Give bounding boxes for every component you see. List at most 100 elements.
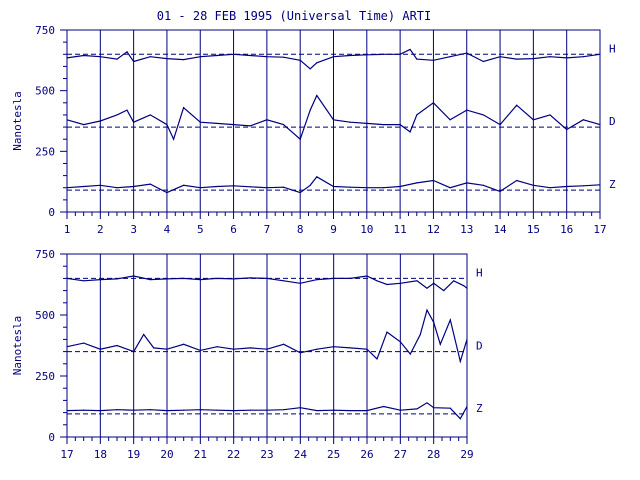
series-h-point — [463, 285, 465, 287]
series-h-point — [149, 279, 151, 281]
series-d-point — [466, 338, 468, 340]
series-d-point — [426, 309, 428, 311]
series-z-point — [416, 182, 418, 184]
series-z-point — [532, 184, 534, 186]
series-d-point — [333, 346, 335, 348]
series-d-point — [349, 347, 351, 349]
series-d-point — [332, 119, 335, 121]
series-h-point — [126, 51, 128, 53]
panel-2: 17 18 19 20 21 22 23 24 25 26 27 28 29 0 250 500 750 Nano… — [11, 248, 483, 461]
series-z-point — [316, 410, 318, 412]
series-d-point — [386, 331, 388, 333]
series-h-point — [116, 278, 118, 280]
series-d-point — [216, 346, 218, 348]
series-h-point — [249, 277, 251, 279]
series-z-point — [549, 187, 551, 189]
series-z-point — [233, 410, 235, 412]
series-d-point — [366, 348, 368, 350]
series-d-point — [299, 138, 301, 140]
series-d-point — [249, 125, 251, 127]
series-z-point — [466, 182, 468, 184]
series-h-point — [216, 277, 218, 279]
series-d-point — [182, 107, 185, 109]
series-z-point — [149, 183, 151, 185]
x-tick-label: 20 — [160, 448, 173, 461]
series-h-point — [382, 53, 385, 55]
y-tick-label: 0 — [48, 206, 55, 219]
series-h-point — [416, 280, 418, 282]
series-d-point — [166, 124, 168, 126]
series-z-point — [433, 407, 435, 409]
series-d-point — [349, 121, 351, 123]
series-h-point — [83, 54, 85, 57]
x-tick-label: 22 — [227, 448, 240, 461]
x-tick-label: 17 — [60, 448, 73, 461]
series-z-point — [449, 187, 451, 189]
series-h-line — [66, 48, 601, 70]
series-z-point — [183, 409, 185, 411]
series-d-point — [116, 344, 118, 347]
series-h-point — [133, 60, 135, 63]
x-tick-label: 23 — [260, 448, 273, 461]
series-z-point — [566, 185, 568, 188]
series-d-point — [166, 348, 168, 350]
x-tick-label: 18 — [94, 448, 107, 461]
series-z-point — [309, 184, 311, 186]
series-z-point — [166, 191, 168, 194]
series-z-point — [466, 405, 468, 408]
series-d-point — [366, 122, 368, 125]
y-tick-label: 0 — [48, 431, 55, 444]
series-z-point — [199, 187, 201, 189]
series-h-point — [66, 277, 68, 279]
series-d-point — [599, 124, 601, 126]
series-z-point — [599, 184, 601, 186]
x-tick-label: 5 — [197, 223, 204, 236]
series-z-point — [116, 409, 118, 411]
series-h-point — [99, 279, 101, 281]
series-d-point — [449, 119, 451, 121]
series-z-point — [282, 186, 285, 188]
series-z-point — [116, 187, 118, 189]
series-d-point — [499, 124, 501, 126]
series-h-point — [266, 277, 268, 279]
series-d-point — [399, 124, 401, 126]
series-h-point — [166, 278, 168, 280]
series-z-point — [582, 185, 584, 187]
series-h-point — [409, 48, 411, 51]
series-z-point — [99, 410, 101, 412]
series-h-point — [266, 56, 268, 58]
series-h-point — [233, 278, 235, 280]
y-axis-label: Nanotesla — [11, 91, 24, 151]
series-h-point — [453, 280, 455, 282]
series-z-point — [166, 410, 168, 412]
series-h-point — [399, 282, 401, 284]
series-d-point — [309, 109, 311, 111]
series-z-point — [99, 184, 101, 186]
series-d-point — [149, 114, 151, 116]
series-d-point — [566, 128, 568, 131]
series-d-point — [449, 319, 451, 321]
series-h-point — [299, 59, 301, 61]
series-h-point — [582, 56, 584, 58]
series-d-point — [399, 341, 401, 343]
series-d-point — [143, 333, 145, 336]
series-d-point — [199, 349, 201, 351]
series-z-point — [299, 407, 301, 409]
series-h-point — [399, 53, 401, 55]
series-d-point — [316, 348, 318, 350]
series-d-point — [419, 333, 421, 336]
series-d-point — [249, 347, 251, 349]
series-d-point — [299, 352, 301, 354]
series-d-point — [549, 114, 551, 116]
series-d-point — [232, 124, 235, 126]
series-h-point — [116, 58, 118, 60]
y-tick-label: 750 — [35, 248, 55, 261]
series-z-point — [382, 187, 385, 189]
chart-title: 01 - 28 FEB 1995 (Universal Time) ARTI — [157, 9, 432, 23]
series-z-point — [299, 191, 301, 194]
series-h-point — [182, 59, 185, 61]
series-z-point — [199, 409, 201, 411]
series-d-point — [482, 114, 485, 116]
series-h-point — [516, 58, 518, 60]
series-d-point — [66, 346, 68, 348]
